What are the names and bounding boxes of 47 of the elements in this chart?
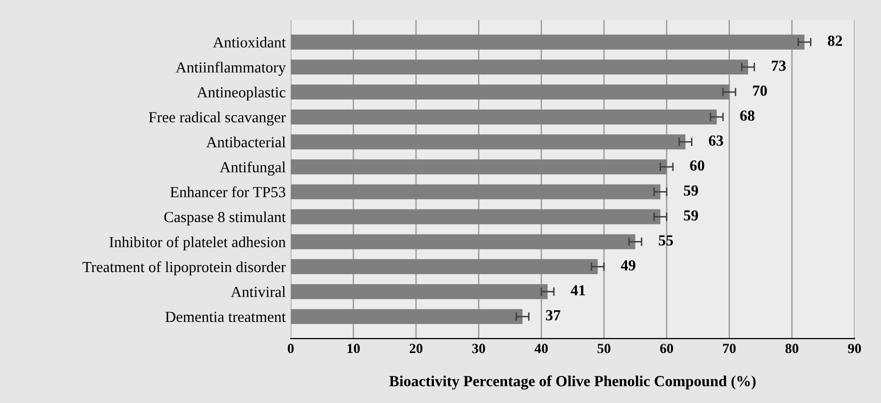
data-label: 73 [772,60,786,71]
x-tick-label: 60 [660,344,674,354]
data-label: 63 [708,135,724,146]
y-tick-label: Antifungal [220,161,286,176]
bar [290,284,548,300]
x-axis-title: Bioactivity Percentage of Olive Phenolic Compound (%) [389,375,756,390]
data-label: 82 [828,36,842,46]
y-tick-label: Free radical scavanger [148,112,286,126]
bar [290,259,598,274]
x-tick-label: 50 [598,344,610,354]
data-label: 59 [684,185,698,196]
data-label: 70 [753,86,767,96]
x-tick-label: 70 [723,344,736,354]
y-tick-label: Caspase 8 stimulant [164,211,286,226]
y-tick-label: Dementia treatment [165,312,286,322]
x-tick-label: 10 [348,344,360,354]
y-tick-label: Antiviral [230,286,286,298]
bar [290,34,804,50]
bar [290,60,748,75]
bar [290,134,686,150]
data-label: 37 [546,310,560,320]
data-label: 49 [620,260,636,270]
x-tick-label: 20 [410,344,422,354]
x-tick-label: 0 [288,344,294,354]
bar [290,184,660,200]
x-tick-label: 90 [848,344,861,354]
y-tick-label: Antiinflammatory [176,62,286,76]
bar [290,234,636,250]
y-tick-label: Inhibitor of platelet adhesion [110,236,286,250]
bar [290,309,523,324]
y-tick-label: Antioxidant [213,36,286,48]
bar [290,209,660,224]
data-label: 60 [690,160,704,171]
x-tick-label: 80 [785,344,798,354]
y-tick-label: Enhancer for TP53 [170,186,286,198]
data-label: 41 [570,285,586,296]
data-label: 55 [658,235,673,246]
x-tick-label: 30 [472,344,486,354]
y-tick-label: Antibacterial [206,136,286,148]
data-label: 68 [740,110,754,121]
x-tick-label: 40 [534,344,548,354]
y-tick-label: Antineoplastic [196,86,286,101]
y-tick-label: Treatment of lipoprotein disorder [82,261,286,276]
bar [290,84,730,100]
bar [290,159,667,174]
data-label: 59 [684,210,698,221]
bar [290,109,717,124]
